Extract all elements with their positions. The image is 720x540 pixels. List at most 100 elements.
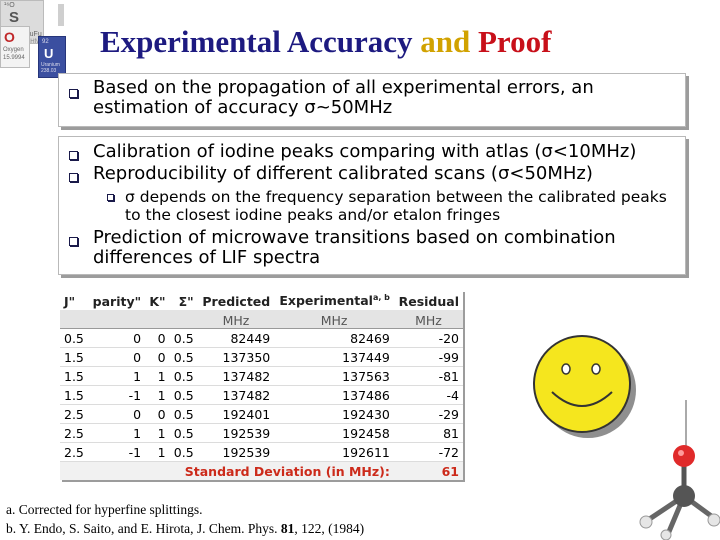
cell-residual: -72 [393,442,463,462]
unit-cell [145,310,170,329]
bullet-icon [69,173,78,182]
cell-k: 1 [145,366,170,386]
sigma-dependence-text: σ depends on the frequency separation be… [125,188,667,224]
std-dev-label: Standard Deviation (in MHz): [60,461,394,480]
proof-box: Calibration of iodine peaks comparing wi… [58,136,686,275]
logo-cell-10: Uranium [41,62,60,68]
cell-k: 0 [145,328,170,348]
cell-j: 2.5 [60,404,89,424]
cell-sigma: 0.5 [169,385,198,405]
bullet-icon [69,151,78,160]
logo-cell-8: 92 [42,39,49,45]
unit-cell [88,310,146,329]
cell-predicted: 192539 [197,442,275,462]
unit-cell: MHz [393,310,463,329]
cell-residual: -29 [393,404,463,424]
bullet-icon [69,89,78,98]
reference-b-prefix: b. Y. Endo, S. Saito, and E. Hirota, J. … [6,521,281,536]
smiley-face-icon [533,335,636,438]
cell-k: 1 [145,442,170,462]
cell-parity: 0 [88,404,146,424]
logo-cell-9: U [44,46,54,61]
col-header-parity: parity" [92,293,142,309]
logo-cell-3: SuFu [25,31,42,38]
table-footer-row: Standard Deviation (in MHz): 61 [60,461,463,480]
logo-cell-11: 238.03 [41,68,57,74]
experimental-sup: a, b [372,293,390,303]
unit-cell [60,310,89,329]
unit-cell: MHz [274,310,394,329]
cell-predicted: 192401 [197,404,275,424]
cell-k: 0 [145,347,170,367]
table-row: 0.5 0 0 0.5 82449 82469 -20 [60,328,463,348]
col-header-residual: Residual [398,293,459,309]
logo-cell-5: O [4,29,15,45]
cell-k: 1 [145,385,170,405]
prediction-text: Prediction of microwave transitions base… [93,227,616,268]
col-header-sigma: Σ" [178,293,194,309]
logo-cell-4: T Hfv [25,39,40,45]
table-header-row: J" parity" K" Σ" Predicted Experimentala… [60,290,463,310]
cell-sigma: 0.5 [169,347,198,367]
cell-sigma: 0.5 [169,366,198,386]
cell-experimental: 137449 [274,347,394,367]
transition-table: J" parity" K" Σ" Predicted Experimentala… [60,290,463,480]
logo-tile-uranium: 92 U Uranium 238.03 [38,36,66,78]
col-header-experimental: Experimentala, b [274,290,394,310]
cell-residual: -20 [393,328,463,348]
cell-residual: 81 [393,423,463,443]
cell-j: 2.5 [60,442,89,462]
cell-parity: -1 [88,385,146,405]
cell-experimental: 192611 [274,442,394,462]
cell-experimental: 137563 [274,366,394,386]
accuracy-text: Based on the propagation of all experime… [93,77,594,118]
molecule-icon [639,400,720,540]
cell-experimental: 137486 [274,385,394,405]
slide-title: Experimental Accuracy and Proof [100,24,551,60]
table-row: 2.5 0 0 0.5 192401 192430 -29 [60,404,463,424]
logo-strip [58,4,64,26]
cell-residual: -81 [393,366,463,386]
logo-tile-oxygen: O Oxygen 15.9994 [0,26,30,68]
sub-bullet-icon [107,194,114,201]
cell-predicted: 137482 [197,366,275,386]
unit-cell [169,310,198,329]
cell-sigma: 0.5 [169,442,198,462]
reference-b-volume: 81 [280,521,295,536]
cell-j: 1.5 [60,347,89,367]
table-row: 2.5 -1 1 0.5 192539 192611 -72 [60,442,463,462]
table-row: 1.5 0 0 0.5 137350 137449 -99 [60,347,463,367]
title-part-3: Proof [478,24,552,59]
cell-parity: 0 [88,328,146,348]
cell-parity: 1 [88,366,146,386]
col-header-k: K" [149,293,166,309]
cell-sigma: 0.5 [169,404,198,424]
cell-parity: 1 [88,423,146,443]
reference-b: b. Y. Endo, S. Saito, and E. Hirota, J. … [6,519,364,538]
logo-cell-7: 15.9994 [3,55,25,61]
reproducibility-text: Reproducibility of different calibrated … [93,163,593,184]
col-header-j: J" [64,293,76,309]
cell-experimental: 192458 [274,423,394,443]
logo-cell-2: S [9,9,20,26]
cell-residual: -99 [393,347,463,367]
logo-cell-6: Oxygen [3,47,24,53]
cell-j: 1.5 [60,366,89,386]
cell-experimental: 82469 [274,328,394,348]
periodic-table-logo: ¹⁶O S SuFu T Hfv O Oxygen 15.9994 92 U U… [0,0,66,78]
unit-cell: MHz [197,310,275,329]
cell-experimental: 192430 [274,404,394,424]
cell-parity: -1 [88,442,146,462]
title-part-1: Experimental Accuracy [100,24,413,59]
cell-k: 1 [145,423,170,443]
references: a. Corrected for hyperfine splittings. b… [6,500,364,538]
cell-sigma: 0.5 [169,328,198,348]
logo-cell-1: ¹⁶O [4,2,15,9]
cell-predicted: 137350 [197,347,275,367]
experimental-label: Experimental [279,293,373,309]
cell-j: 2.5 [60,423,89,443]
table-row: 1.5 1 1 0.5 137482 137563 -81 [60,366,463,386]
accuracy-box: Based on the propagation of all experime… [58,73,686,127]
std-dev-value: 61 [393,461,463,480]
table-row: 2.5 1 1 0.5 192539 192458 81 [60,423,463,443]
